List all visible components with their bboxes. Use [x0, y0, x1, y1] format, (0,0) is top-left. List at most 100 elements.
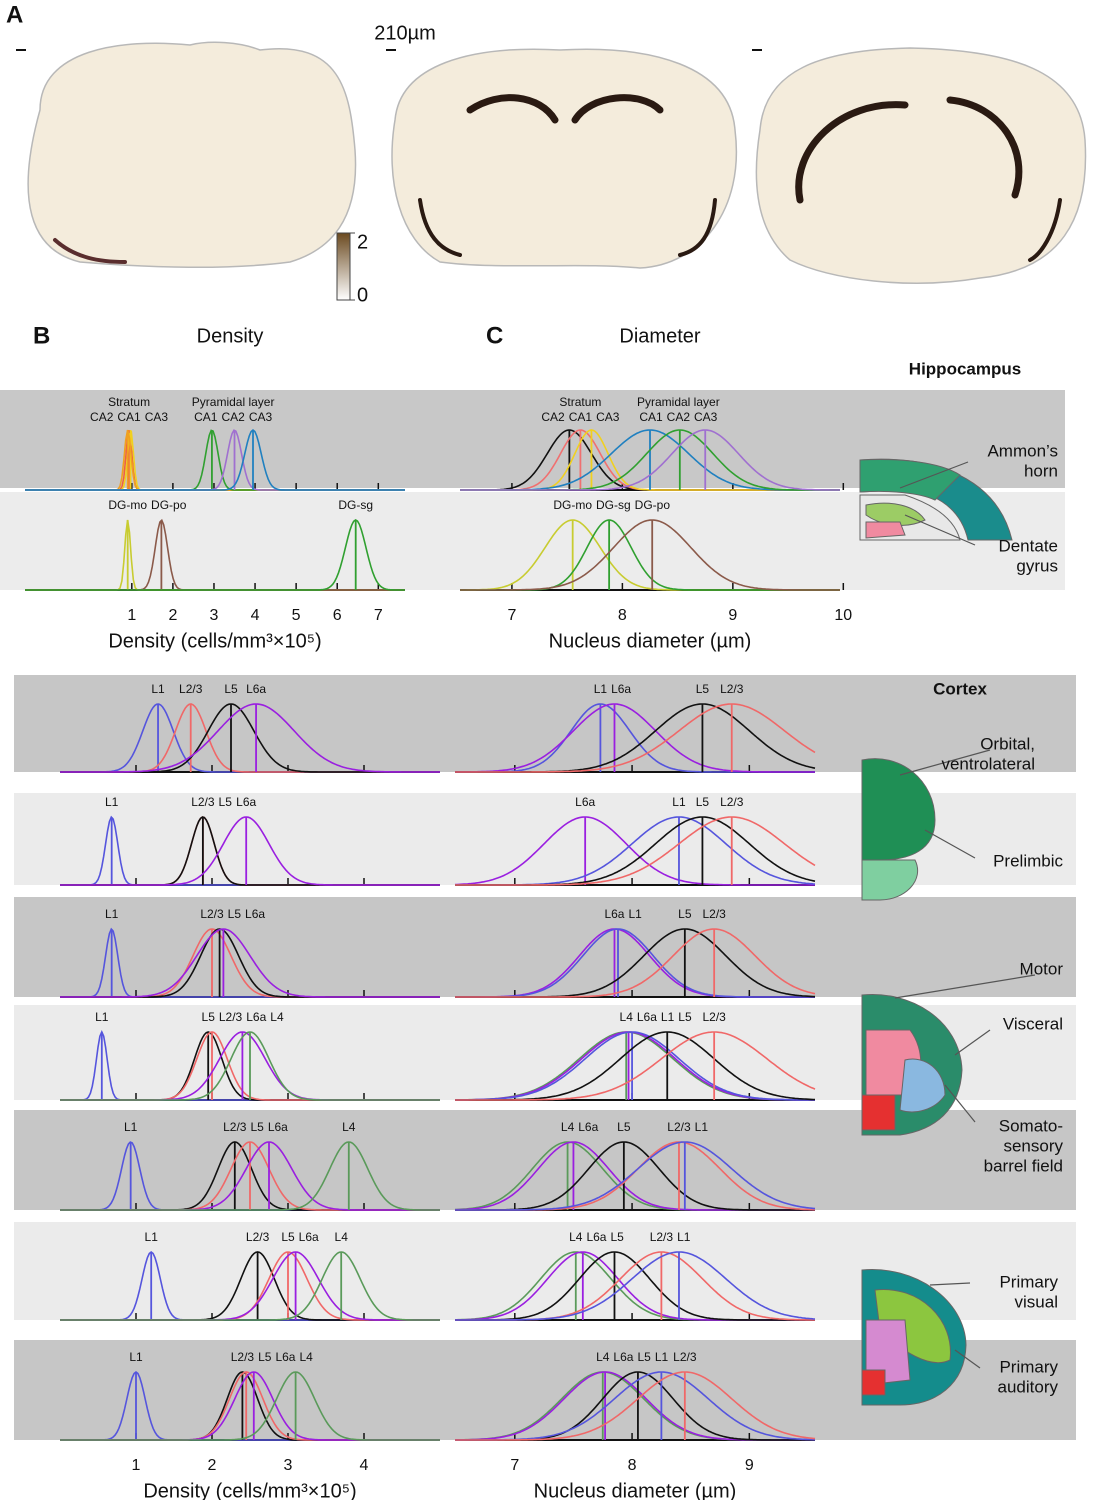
x-tick-label: 7: [374, 607, 383, 624]
series-label: L1: [145, 1230, 159, 1244]
region-label: Orbital,: [980, 734, 1035, 753]
group-label: Stratum: [108, 395, 150, 409]
x-axis-label: Nucleus diameter (µm): [549, 630, 752, 652]
series-label: DG-po: [635, 498, 671, 512]
group-label: Pyramidal layer: [637, 395, 720, 409]
series-label: L2/3: [179, 682, 203, 696]
region-thumbnails: [859, 458, 1013, 1406]
series-label: L2/3: [200, 907, 224, 921]
series-label: L6a: [246, 1010, 266, 1024]
region-label: barrel field: [984, 1156, 1063, 1175]
series-label: L6a: [637, 1010, 657, 1024]
x-tick-label: 4: [251, 607, 260, 624]
series-label: L5: [258, 1350, 272, 1364]
region-label: visual: [1015, 1292, 1058, 1311]
colorbar-tick-label: 0: [357, 284, 368, 306]
series-label: L2/3: [702, 907, 726, 921]
section-title: Cortex: [933, 679, 987, 698]
series-label: L2/3: [720, 682, 744, 696]
series-label: DG-mo: [108, 498, 147, 512]
series-label: L5: [202, 1010, 216, 1024]
series-label: CA3: [596, 410, 620, 424]
series-label: CA3: [145, 410, 169, 424]
series-label: L5: [678, 907, 692, 921]
series-label: DG-sg: [338, 498, 373, 512]
series-label: L5: [610, 1230, 624, 1244]
density-curve: [60, 1141, 440, 1211]
group-label: Pyramidal layer: [192, 395, 275, 409]
series-label: L1: [105, 907, 119, 921]
series-label: L2/3: [246, 1230, 270, 1244]
x-axis-label: Nucleus diameter (µm): [534, 1480, 737, 1500]
x-tick-label: 7: [510, 1457, 519, 1474]
x-tick-label: 1: [132, 1457, 141, 1474]
density-curve: [455, 1141, 816, 1211]
series-label: L1: [124, 1120, 138, 1134]
series-label: CA2: [221, 410, 245, 424]
series-label: L6a: [578, 1120, 598, 1134]
region-label: Motor: [1020, 959, 1064, 978]
density-curve: [460, 519, 840, 591]
density-curve: [455, 1371, 816, 1441]
series-label: CA3: [694, 410, 718, 424]
series-label: L1: [129, 1350, 143, 1364]
x-axis-label: Density (cells/mm³×10⁵): [143, 1480, 356, 1500]
series-label: L5: [281, 1230, 295, 1244]
density-curve: [60, 1251, 440, 1321]
panel-title: Density: [197, 325, 264, 347]
x-tick-label: 6: [333, 607, 342, 624]
density-curve: [454, 816, 815, 886]
series-label: DG-mo: [553, 498, 592, 512]
series-label: L5: [219, 795, 233, 809]
series-label: L6a: [604, 907, 624, 921]
region-label: Somato-: [999, 1116, 1063, 1135]
x-tick-label: 5: [292, 607, 301, 624]
series-label: L2/3: [720, 795, 744, 809]
panel-label: A: [6, 1, 23, 28]
x-tick-label: 2: [168, 607, 177, 624]
series-label: L5: [696, 795, 710, 809]
region-label: Prelimbic: [993, 851, 1063, 870]
density-curve: [455, 1031, 816, 1101]
series-label: L2/3: [667, 1120, 691, 1134]
density-curve: [60, 816, 440, 886]
x-tick-label: 3: [210, 607, 219, 624]
density-curve: [455, 928, 816, 998]
series-label: L6a: [275, 1350, 295, 1364]
region-label: Primary: [999, 1357, 1058, 1376]
density-curve: [455, 1251, 815, 1321]
series-label: L5: [617, 1120, 631, 1134]
series-label: L4: [569, 1230, 583, 1244]
section-title: Hippocampus: [909, 359, 1021, 378]
x-tick-label: 9: [745, 1457, 754, 1474]
series-label: L1: [151, 682, 165, 696]
x-axis-label: Density (cells/mm³×10⁵): [108, 630, 321, 652]
series-label: CA1: [639, 410, 663, 424]
series-label: L4: [335, 1230, 349, 1244]
x-tick-label: 4: [360, 1457, 369, 1474]
x-tick-label: 1: [127, 607, 136, 624]
x-tick-label: 3: [284, 1457, 293, 1474]
region-label: Dentate: [998, 536, 1058, 555]
series-label: CA1: [569, 410, 593, 424]
region-label: sensory: [1003, 1136, 1063, 1155]
density-curve: [455, 1251, 816, 1321]
density-curve: [455, 703, 815, 773]
series-label: L4: [620, 1010, 634, 1024]
series-label: L2/3: [650, 1230, 674, 1244]
density-curve: [455, 1031, 815, 1101]
series-label: L4: [342, 1120, 356, 1134]
series-label: L6a: [268, 1120, 288, 1134]
series-label: L5: [678, 1010, 692, 1024]
series-label: CA2: [667, 410, 691, 424]
series-label: L5: [637, 1350, 651, 1364]
series-label: L1: [95, 1010, 109, 1024]
density-curve: [460, 429, 840, 491]
series-label: L4: [561, 1120, 575, 1134]
series-label: L5: [250, 1120, 264, 1134]
colorbar-tick-label: 2: [357, 231, 368, 253]
density-curve: [455, 928, 815, 998]
series-label: L2/3: [702, 1010, 726, 1024]
series-label: CA2: [90, 410, 114, 424]
